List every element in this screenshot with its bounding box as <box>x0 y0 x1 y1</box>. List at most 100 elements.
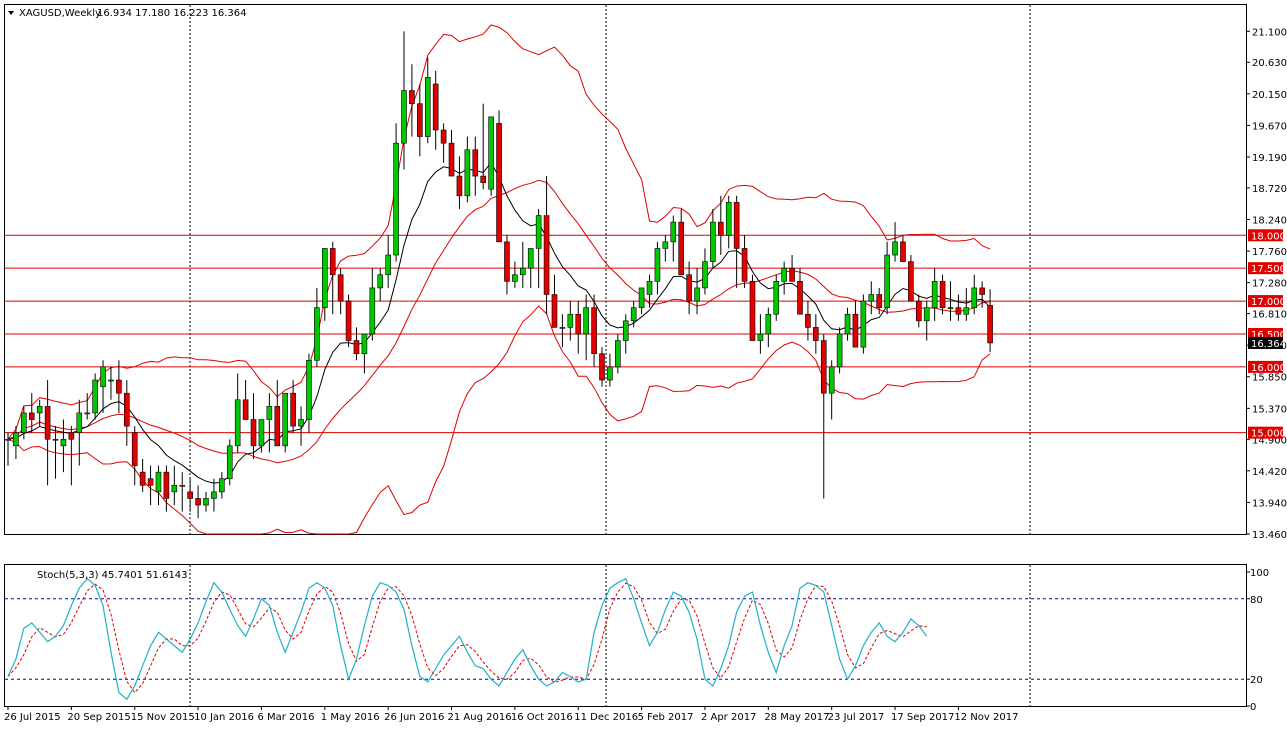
price-tick-label: 19.190 <box>1252 153 1287 164</box>
candle-body <box>615 340 621 368</box>
candle-body <box>844 313 851 335</box>
price-tick-label: 21.100 <box>1252 27 1287 38</box>
candle-body <box>36 406 43 414</box>
candle-body <box>805 313 811 328</box>
price-tick-label: 15.370 <box>1252 404 1287 415</box>
candle-body <box>852 313 859 348</box>
candle-body <box>828 366 835 394</box>
candle-body <box>860 300 867 348</box>
candle-body <box>290 392 296 427</box>
candles <box>5 31 993 519</box>
candle-body <box>820 340 827 394</box>
candle-body <box>543 215 550 295</box>
level-price-tag-label: 17.000 <box>1251 297 1286 308</box>
candle-body <box>195 498 201 506</box>
candle-body <box>559 327 566 329</box>
price-tick-label: 13.460 <box>1252 530 1287 541</box>
candle-body <box>702 261 708 289</box>
dropdown-arrow-icon[interactable] <box>8 11 14 15</box>
stoch-tick-label: 0 <box>1250 702 1256 713</box>
time-tick-label: 5 Feb 2017 <box>638 712 694 723</box>
candle-body <box>527 248 534 269</box>
candle-body <box>512 274 518 282</box>
candle-body <box>155 471 162 493</box>
price-tick-label: 15.850 <box>1252 373 1287 384</box>
candle-body <box>757 333 764 341</box>
candle-body <box>591 307 597 355</box>
candle-body <box>147 478 154 486</box>
candle-body <box>908 261 914 302</box>
candle-body <box>496 123 502 243</box>
candle-body <box>884 254 890 308</box>
price-tick-label: 19.670 <box>1252 121 1287 132</box>
upper-band-line <box>7 24 991 440</box>
candle-body <box>939 281 946 308</box>
candle-body <box>963 307 970 315</box>
candle-body <box>234 399 241 447</box>
candle-body <box>179 485 186 487</box>
grid-layer <box>189 5 1031 706</box>
candle-body <box>60 438 67 447</box>
candle-body <box>171 485 178 493</box>
price-tick-label: 14.420 <box>1252 467 1287 478</box>
candle-body <box>282 392 289 447</box>
candle-body <box>100 366 106 387</box>
candle-body <box>274 406 281 447</box>
candle-body <box>765 313 772 335</box>
symbol-label: XAGUSD,Weekly <box>19 8 101 19</box>
candle-body <box>876 294 883 308</box>
candle-body <box>211 491 217 499</box>
candle-body <box>599 353 605 381</box>
candle-body <box>622 320 629 341</box>
candle-body <box>813 327 819 341</box>
candle-body <box>504 241 510 282</box>
horizontal-levels <box>5 234 1246 434</box>
candle-body <box>139 471 146 486</box>
time-tick-label: 26 Jul 2015 <box>4 712 61 723</box>
candle-body <box>258 419 265 447</box>
candle-body <box>480 175 487 183</box>
candle-body <box>519 267 526 276</box>
candle-body <box>5 438 11 441</box>
time-tick-label: 10 Jan 2016 <box>194 712 254 723</box>
time-tick-label: 12 Nov 2017 <box>954 712 1018 723</box>
candle-body <box>361 333 368 355</box>
level-price-tag-label: 16.000 <box>1251 363 1286 374</box>
level-price-tag <box>1248 426 1283 439</box>
candle-body <box>472 149 479 177</box>
candle-body <box>915 300 922 322</box>
candle-body <box>725 202 732 236</box>
main-panel-frame <box>4 4 1247 535</box>
stoch-tick-label: 20 <box>1250 675 1263 686</box>
candle-body <box>329 248 336 276</box>
price-tick-label: 16.810 <box>1252 310 1287 321</box>
candle-body <box>710 221 716 262</box>
time-tick-label: 1 May 2016 <box>321 712 380 723</box>
candle-body <box>401 90 407 144</box>
candle-body <box>686 274 692 302</box>
candle-body <box>250 419 257 447</box>
candle-body <box>337 274 344 302</box>
candle-body <box>654 248 661 282</box>
candle-body <box>68 432 75 440</box>
candle-body <box>797 281 803 315</box>
candle-body <box>646 281 653 295</box>
price-tick-label: 17.760 <box>1252 247 1287 258</box>
candle-body <box>488 116 494 190</box>
candle-body <box>535 215 542 249</box>
price-tick-label: 20.630 <box>1252 58 1287 69</box>
candle-body <box>84 412 90 415</box>
candle-body <box>219 478 225 493</box>
ohlc-label: 16.934 17.180 16.223 16.364 <box>97 8 247 19</box>
candle-body <box>955 307 962 315</box>
candle-body <box>931 281 938 308</box>
candle-body <box>781 267 787 282</box>
time-tick-label: 11 Dec 2016 <box>574 712 638 723</box>
current-price-tag <box>1248 336 1283 349</box>
time-tick-label: 17 Sep 2017 <box>891 712 954 723</box>
candle-body <box>21 412 27 433</box>
candle-body <box>979 287 985 295</box>
level-price-tag-label: 18.000 <box>1251 231 1286 242</box>
